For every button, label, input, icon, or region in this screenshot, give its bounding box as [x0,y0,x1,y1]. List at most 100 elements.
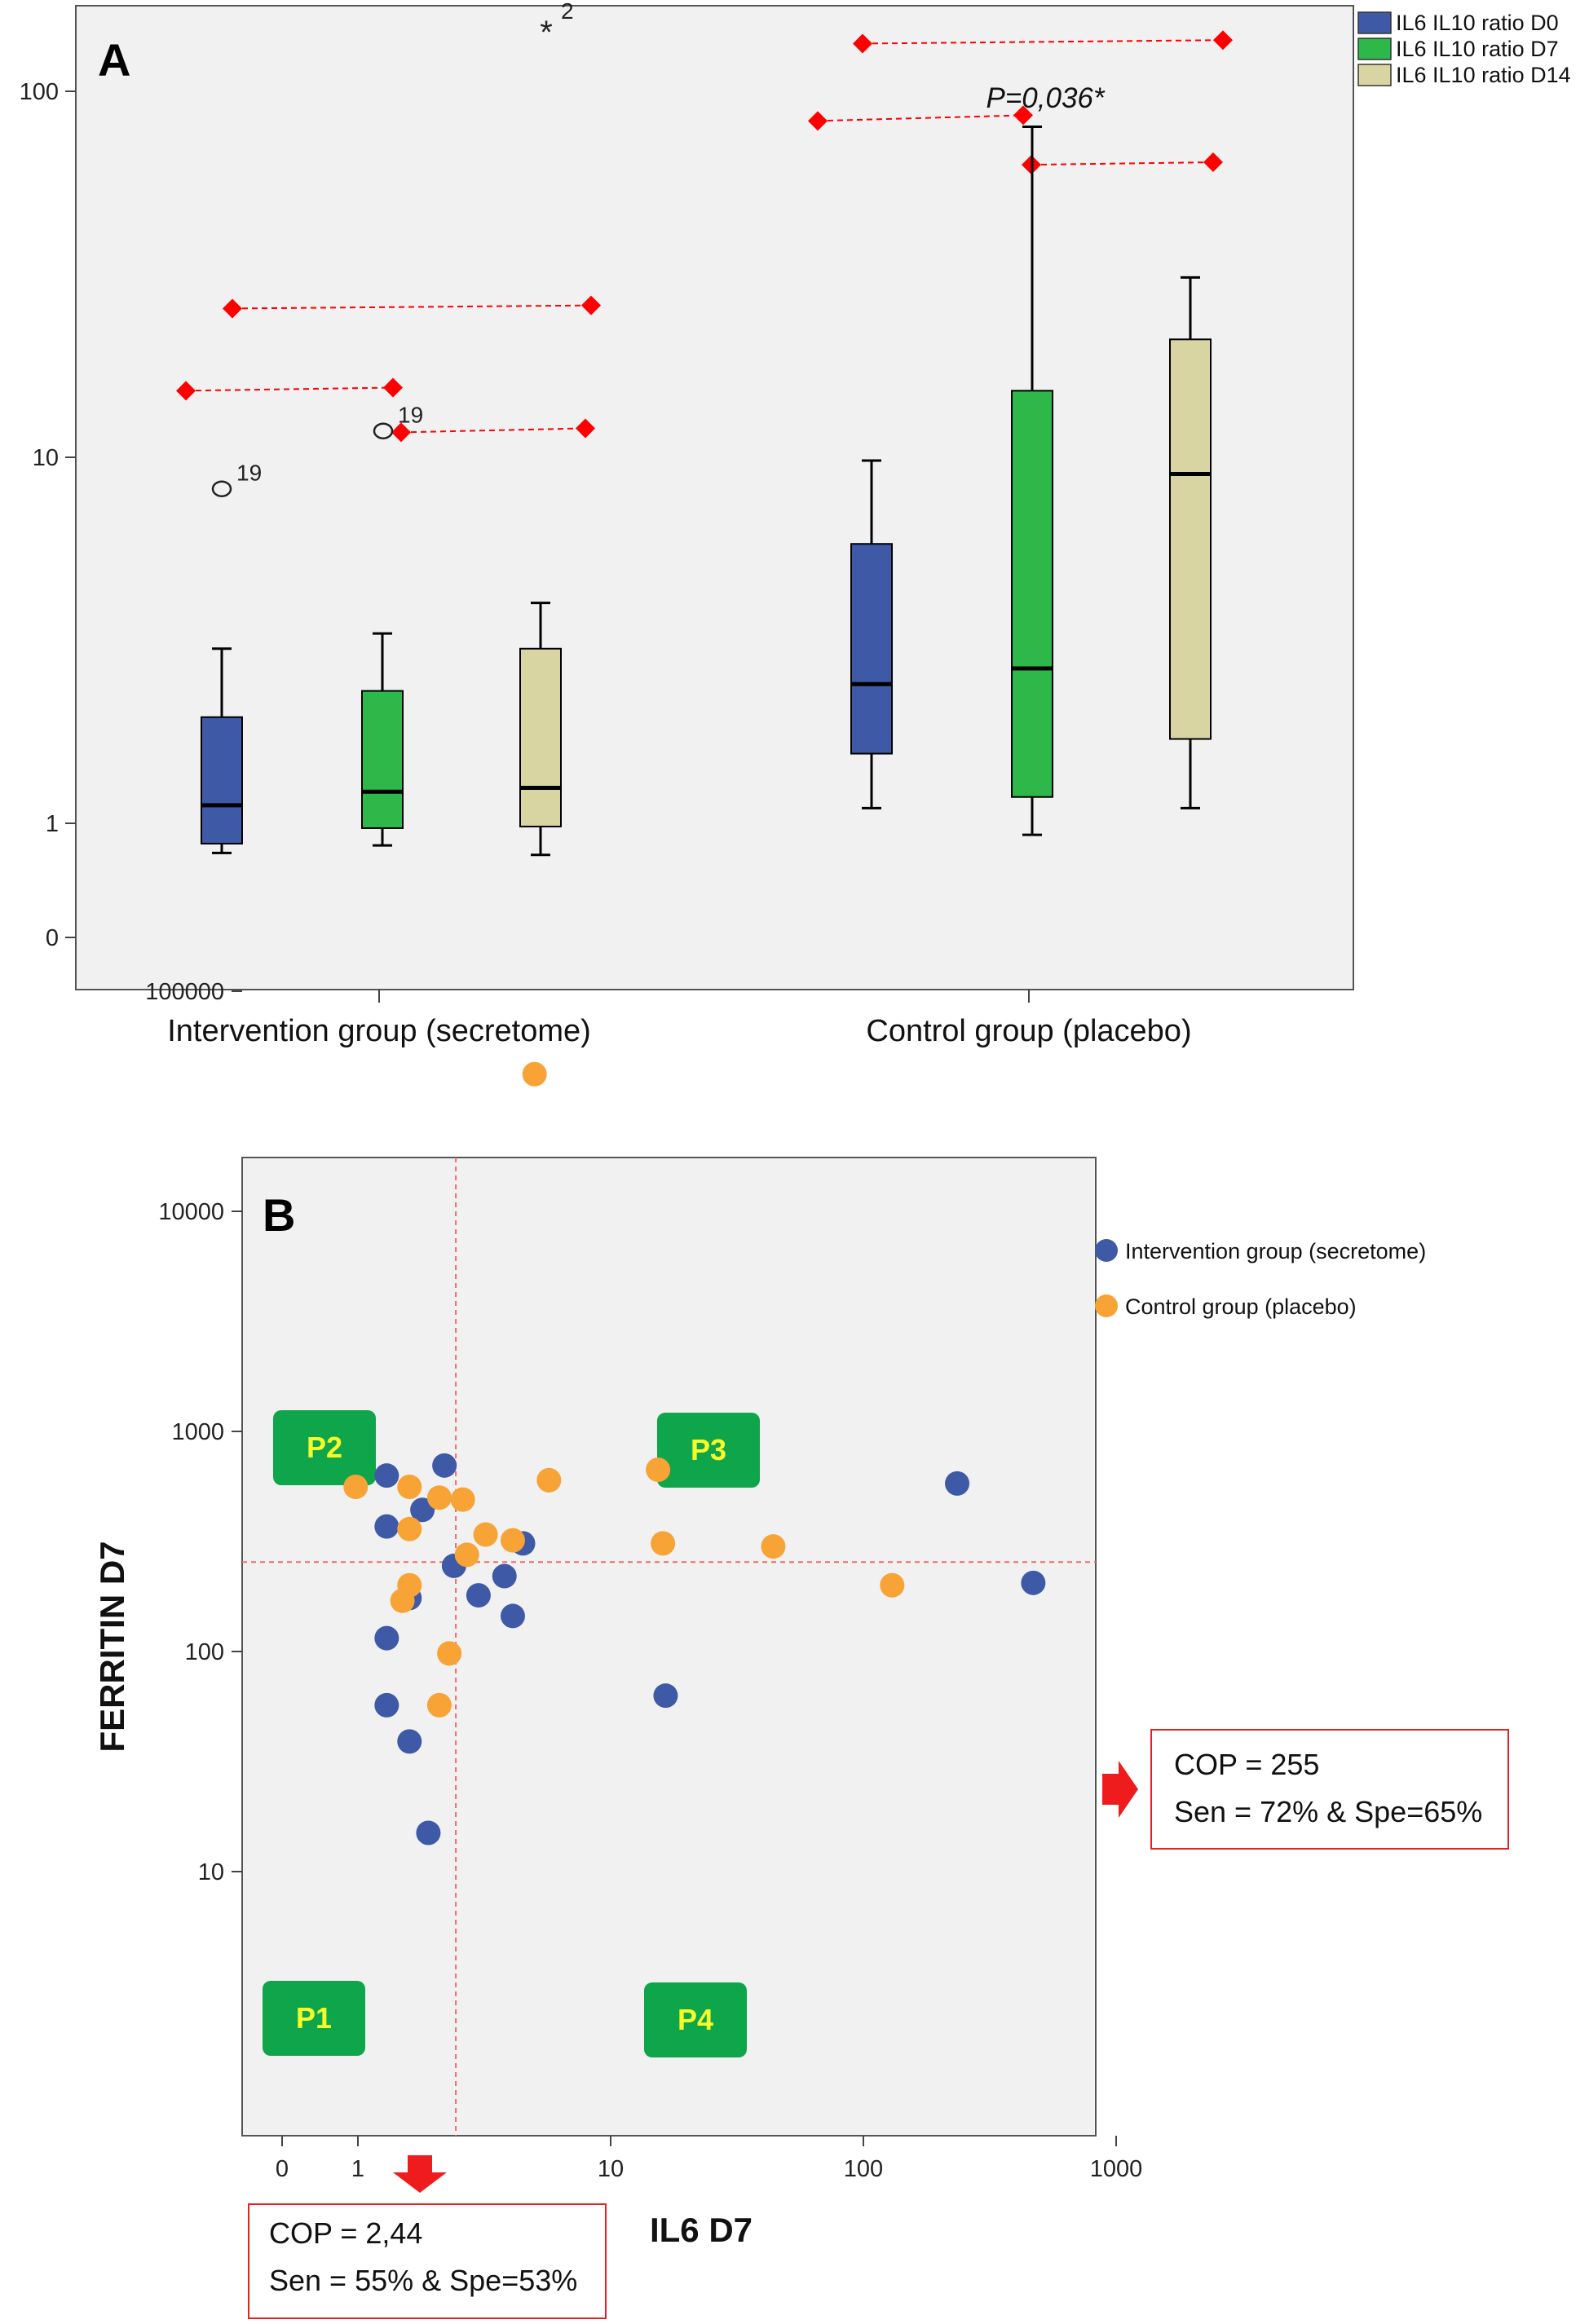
p-value-annotation: P=0,036* [987,82,1106,114]
scatter-point [880,1572,905,1598]
scatter-point [374,1625,399,1651]
scatter-point [397,1474,422,1499]
panel-a-plot-area [75,5,1354,990]
legend-label: Control group (placebo) [1125,1294,1357,1319]
panel-b-y-axis-title: FERRITIN D7 [93,1541,131,1752]
scatter-point [536,1467,562,1493]
region-badge [263,1981,365,2056]
y-tick-label: 100000 [145,979,224,1005]
box-body [1011,390,1053,798]
cop-y-callout: COP = 255 Sen = 72% & Spe=65% [1102,1729,1509,1850]
scatter-point [500,1603,525,1629]
x-tick-label: 10 [598,2156,624,2182]
region-badge [644,1982,747,2057]
paired-diamond [1203,152,1223,173]
scatter-point [374,1514,399,1539]
paired-diamond [1013,105,1033,126]
panel-b-letter: B [263,1189,295,1241]
paired-diamond [581,295,601,315]
y-tick-label: 100 [185,1639,224,1665]
legend-label: IL6 IL10 ratio D0 [1396,11,1559,35]
y-tick-label: 10000 [158,1199,224,1225]
panel-b-x-axis: 0 1 10 100 1000 [276,2136,1142,2182]
legend-swatch [1357,64,1392,86]
scatter-point [390,1588,415,1613]
cop-y-line-1: COP = 255 [1174,1748,1319,1781]
x-tick-label: 1 [351,2156,364,2182]
scatter-point [454,1542,479,1568]
panel-b-y-axis: 100000 10000 1000 100 10 [145,979,242,1885]
paired-line [817,114,1024,122]
scatter-point [374,1692,399,1718]
scatter-point [761,1534,786,1559]
panel-b-x-axis-title: IL6 D7 [650,2211,753,2249]
cop-x-line-1: COP = 2,44 [269,2216,422,2250]
outlier-star: * [540,15,553,51]
scatter-point [416,1820,441,1846]
region-label: P1 [296,2001,332,2035]
paired-diamond [576,418,595,439]
region-badge [273,1410,376,1485]
legend-label: IL6 IL10 ratio D14 [1396,63,1571,87]
paired-diamond [853,33,872,54]
paired-diamond [383,377,403,398]
paired-diamond [1213,30,1233,51]
panel-a-paired-lines [176,30,1233,443]
x-tick-label: 0 [276,2156,289,2182]
scatter-point [492,1563,517,1589]
x-tick-label: 1000 [1090,2156,1143,2182]
scatter-point [473,1522,498,1547]
scatter-point [1021,1570,1046,1595]
cop-x-line-2: Sen = 55% & Spe=53% [269,2264,577,2297]
scatter-point [466,1583,491,1608]
cop-x-arrow-icon [393,2155,447,2193]
cop-y-arrow-icon [1102,1761,1138,1818]
y-tick-label: 0 [46,925,59,951]
paired-line [862,39,1224,45]
legend-marker [1095,1294,1118,1317]
panel-a-x-axis: Intervention group (secretome) Control gr… [167,990,1192,1048]
legend-label: Intervention group (secretome) [1125,1239,1426,1263]
box-body [201,716,243,844]
scatter-point [410,1497,435,1523]
scatter-point [426,1485,452,1510]
scatter-point [653,1683,678,1709]
region-label: P4 [678,2003,713,2036]
legend-marker [1095,1239,1118,1262]
legend-label: IL6 IL10 ratio D7 [1396,37,1559,61]
x-tick-label: 100 [844,2156,883,2182]
scatter-point [397,1516,422,1541]
scatter-point [945,1471,970,1496]
paired-line [1031,161,1214,166]
group-label: Intervention group (secretome) [167,1014,591,1048]
y-tick-label: 1 [46,811,59,837]
paired-line [185,386,394,392]
panel-b-legend: Intervention group (secretome) Control gr… [1095,1239,1426,1319]
legend-swatch [1357,37,1392,60]
scatter-point [343,1474,369,1499]
paired-diamond [808,111,828,131]
outlier-label: 2 [561,0,574,24]
scatter-point [432,1453,457,1478]
outlier-circle [373,422,394,439]
paired-diamond [391,422,411,443]
y-tick-label: 10 [198,1859,224,1885]
region-label: P2 [307,1431,342,1464]
paired-diamond [176,381,196,401]
scatter-point [426,1692,452,1718]
y-tick-label: 100 [20,79,59,105]
region-badge [657,1413,760,1488]
panel-a-boxes [201,126,1212,857]
box-body [1169,338,1212,740]
cop-x-box [248,2203,607,2319]
group-label: Control group (placebo) [866,1014,1191,1048]
outlier-label: 19 [236,461,262,486]
panel-a-outliers: 19 19 * 2 [211,0,574,497]
scatter-point [651,1531,676,1556]
box-body [361,690,404,829]
